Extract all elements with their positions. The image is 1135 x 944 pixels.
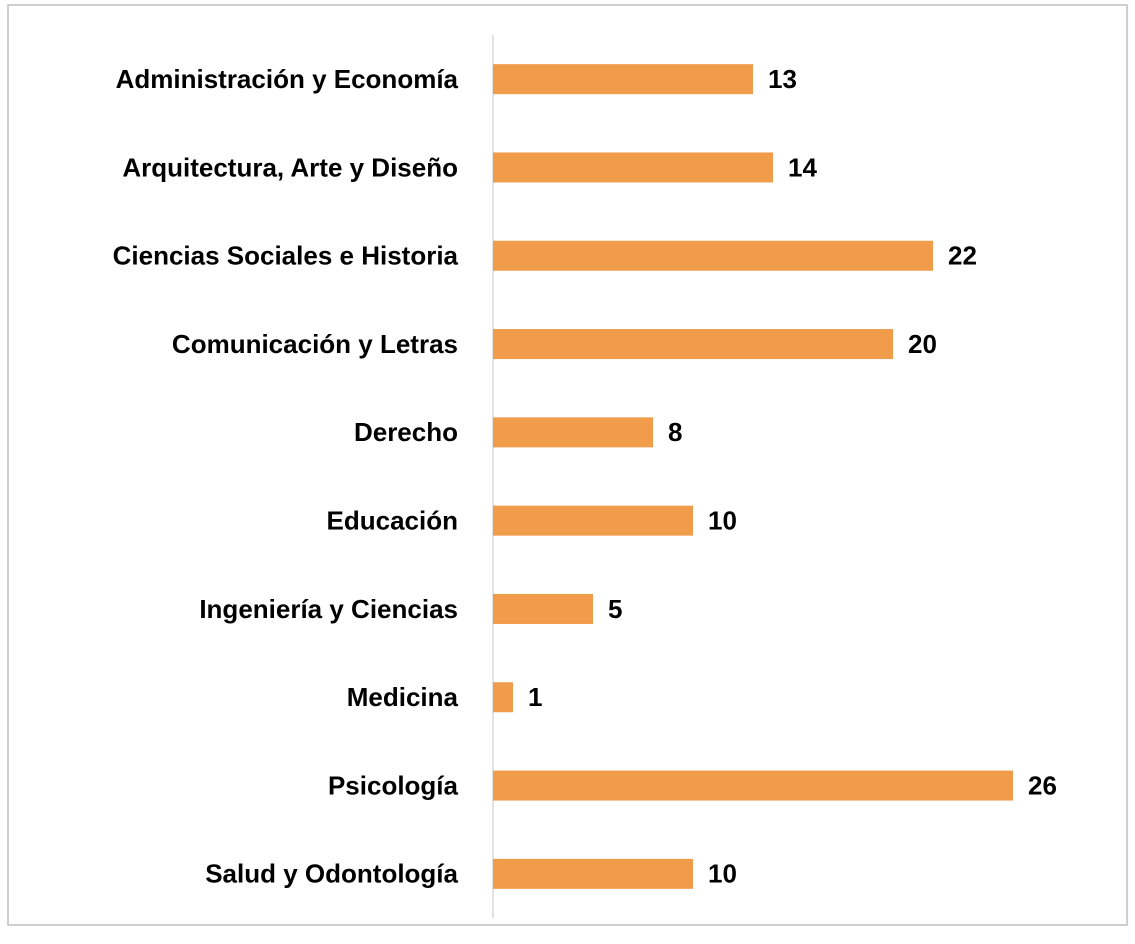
y-tick-label: Educación [327,506,458,536]
y-tick-label: Medicina [347,682,459,712]
data-label: 10 [708,506,737,536]
y-tick-label: Administración y Economía [116,64,459,94]
data-label: 20 [908,329,937,359]
bar [493,64,753,95]
data-label: 26 [1028,770,1057,800]
y-tick-label: Ingeniería y Ciencias [199,594,458,624]
data-label: 22 [948,241,977,271]
y-tick-label: Ciencias Sociales e Historia [113,241,459,271]
y-tick-label: Salud y Odontología [205,859,458,889]
bar [493,505,693,536]
data-label: 14 [788,152,817,182]
bar [493,152,773,183]
bar [493,240,933,271]
y-tick-label: Derecho [354,417,458,447]
bar [493,858,693,889]
data-label: 1 [528,682,542,712]
bar [493,682,513,713]
y-tick-label: Psicología [328,770,459,800]
data-label: 13 [768,64,797,94]
data-label: 5 [608,594,622,624]
bar [493,593,593,624]
bar [493,417,653,448]
data-label: 8 [668,417,682,447]
bar [493,770,1013,801]
y-tick-label: Arquitectura, Arte y Diseño [122,152,458,182]
bar [493,329,893,360]
data-label: 10 [708,859,737,889]
y-tick-label: Comunicación y Letras [172,329,458,359]
